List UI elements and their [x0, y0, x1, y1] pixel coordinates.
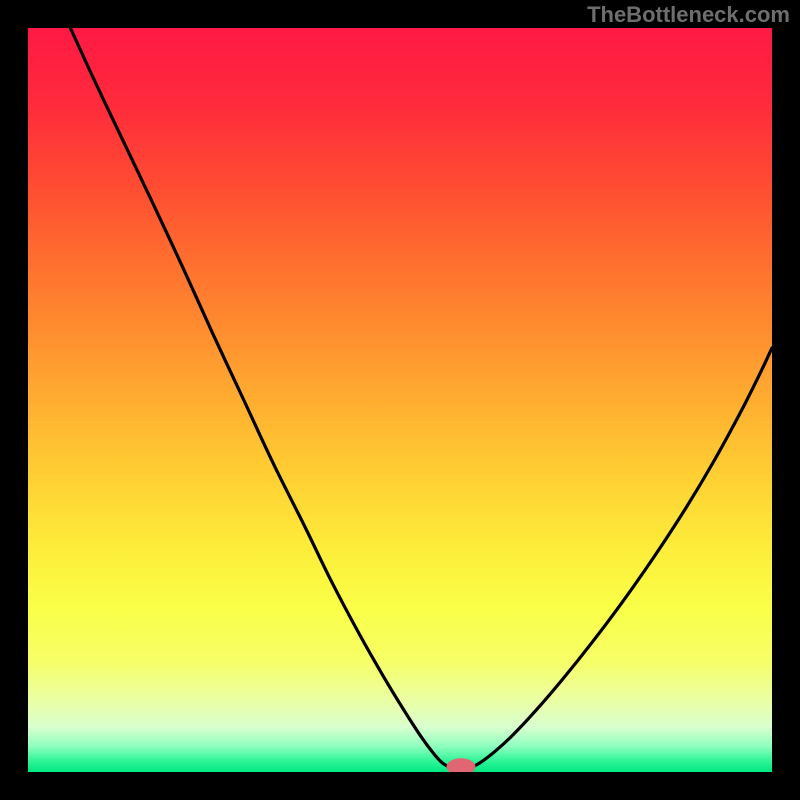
- frame-right: [772, 0, 800, 800]
- gradient-background: [28, 28, 772, 772]
- frame-left: [0, 0, 28, 800]
- attribution-watermark: TheBottleneck.com: [587, 2, 790, 28]
- bottleneck-chart: [0, 0, 800, 800]
- frame-bottom: [0, 772, 800, 800]
